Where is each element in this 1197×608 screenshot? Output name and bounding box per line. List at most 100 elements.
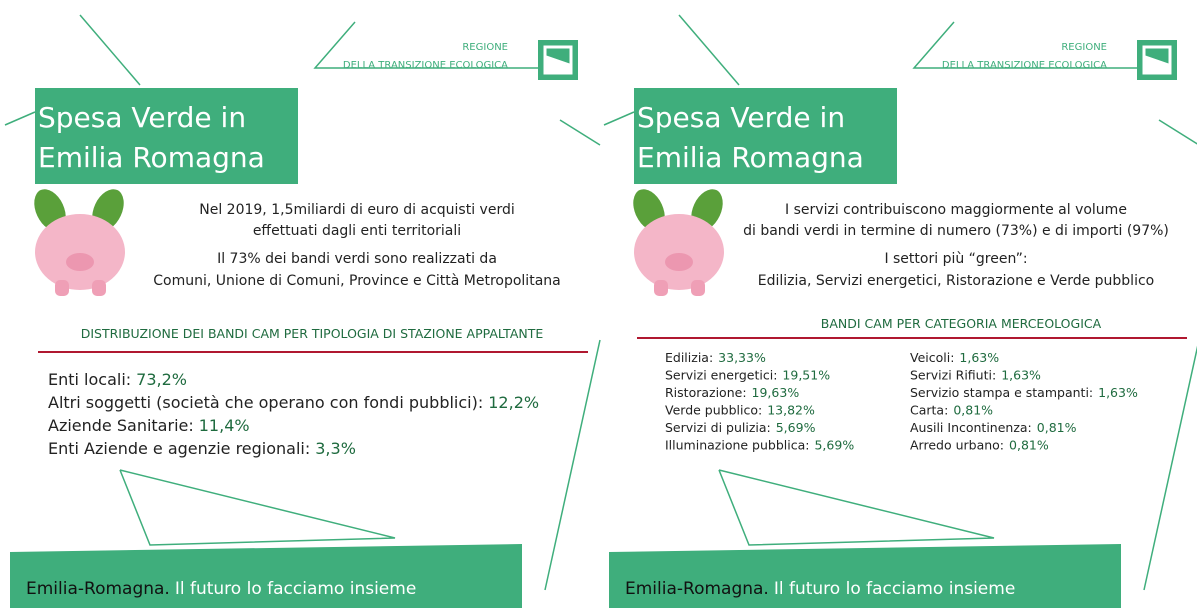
item: Ausili Incontinenza: 0,81%: [910, 420, 1077, 435]
deco-line: [1158, 119, 1197, 145]
item-value: 1,63%: [1001, 368, 1041, 383]
intro-text: Comuni, Unione di Comuni, Province e Cit…: [153, 273, 560, 289]
item-label: Edilizia:: [665, 350, 713, 365]
item: Veicoli: 1,63%: [910, 350, 999, 365]
item-value: 13,82%: [767, 403, 815, 418]
item-label: Ausili Incontinenza:: [910, 420, 1032, 435]
region-label: DELLA TRANSIZIONE ECOLOGICA: [343, 60, 508, 71]
region-label: REGIONE: [1061, 42, 1107, 53]
item: Illuminazione pubblica: 5,69%: [665, 438, 854, 453]
item-label: Illuminazione pubblica:: [665, 438, 809, 453]
item: Arredo urbano: 0,81%: [910, 438, 1049, 453]
item: Verde pubblico: 13,82%: [665, 403, 815, 418]
footer-brand: Emilia-Romagna.: [26, 579, 170, 599]
panel: REGIONE DELLA TRANSIZIONE ECOLOGICA Spesa …: [4, 14, 601, 608]
item-value: 73,2%: [136, 370, 187, 389]
item: Servizi energetici: 19,51%: [665, 368, 830, 383]
item: Ristorazione: 19,63%: [665, 385, 799, 400]
item-value: 19,51%: [782, 368, 830, 383]
item-value: 3,3%: [315, 439, 356, 458]
item: Servizi di pulizia: 5,69%: [665, 420, 816, 435]
pig-snout: [665, 253, 693, 271]
item-value: 5,69%: [776, 420, 816, 435]
pig-leg: [92, 280, 106, 296]
intro-text: Edilizia, Servizi energetici, Ristorazio…: [758, 273, 1154, 289]
footer-band: [609, 544, 1121, 608]
title-box: [35, 88, 298, 184]
item-value: 1,63%: [1098, 385, 1138, 400]
section-heading: DISTRIBUZIONE DEI BANDI CAM PER TIPOLOGI…: [81, 326, 544, 341]
item-label: Arredo urbano:: [910, 438, 1004, 453]
deco-line: [1143, 345, 1197, 591]
footer-slogan: Il futuro lo facciamo insieme: [175, 579, 416, 599]
item-label: Servizio stampa e stampanti:: [910, 385, 1093, 400]
intro-text: I servizi contribuiscono maggiormente al…: [785, 202, 1127, 218]
item: Edilizia: 33,33%: [665, 350, 766, 365]
item-value: 0,81%: [1037, 420, 1077, 435]
pig-body: [35, 214, 125, 290]
item-value: 33,33%: [718, 350, 766, 365]
item-label: Ristorazione:: [665, 385, 747, 400]
item-label: Enti Aziende e agenzie regionali:: [48, 439, 310, 458]
item: Carta: 0,81%: [910, 403, 993, 418]
item-label: Servizi di pulizia:: [665, 420, 771, 435]
pig-snout: [66, 253, 94, 271]
title: Spesa Verde in: [637, 101, 845, 134]
section-heading: BANDI CAM PER CATEGORIA MERCEOLOGICA: [821, 316, 1102, 331]
pig-leg: [691, 280, 705, 296]
item-value: 1,63%: [959, 350, 999, 365]
deco-line: [912, 21, 1139, 69]
title: Spesa Verde in: [38, 101, 246, 134]
panel: REGIONE DELLA TRANSIZIONE ECOLOGICA Spesa …: [603, 14, 1197, 608]
item: Enti Aziende e agenzie regionali: 3,3%: [48, 439, 356, 458]
item-label: Servizi Rifiuti:: [910, 368, 996, 383]
intro-text: effettuati dagli enti territoriali: [253, 223, 461, 239]
item-value: 11,4%: [199, 416, 250, 435]
intro-text: I settori più “green”:: [884, 251, 1027, 267]
deco-line: [559, 119, 601, 146]
item: Servizio stampa e stampanti: 1,63%: [910, 385, 1138, 400]
title: Emilia Romagna: [637, 141, 864, 174]
pig-body: [634, 214, 724, 290]
title-box: [634, 88, 897, 184]
deco-line: [544, 339, 601, 591]
pig-leg: [654, 280, 668, 296]
item: Altri soggetti (società che operano con …: [48, 393, 539, 412]
item-value: 0,81%: [953, 403, 993, 418]
footer-brand: Emilia-Romagna.: [625, 579, 769, 599]
footer: Emilia-Romagna. Il futuro lo facciamo ins…: [26, 579, 416, 599]
deco-line: [4, 111, 36, 126]
deco-line: [119, 469, 396, 546]
deco-line: [718, 469, 995, 546]
intro-text: Nel 2019, 1,5miliardi di euro di acquist…: [199, 202, 514, 218]
item-value: 5,69%: [814, 438, 854, 453]
item-label: Altri soggetti (società che operano con …: [48, 393, 483, 412]
item: Servizi Rifiuti: 1,63%: [910, 368, 1041, 383]
item-value: 12,2%: [488, 393, 539, 412]
logo-shape: [545, 55, 571, 73]
item-label: Verde pubblico:: [665, 403, 762, 418]
intro-text: di bandi verdi in termine di numero (73%…: [743, 223, 1169, 239]
deco-line: [678, 14, 740, 86]
deco-line: [603, 111, 635, 126]
item-label: Veicoli:: [910, 350, 954, 365]
footer: Emilia-Romagna. Il futuro lo facciamo ins…: [625, 579, 1015, 599]
footer-band: [10, 544, 522, 608]
item: Enti locali: 73,2%: [48, 370, 187, 389]
footer-slogan: Il futuro lo facciamo insieme: [774, 579, 1015, 599]
item-value: 0,81%: [1009, 438, 1049, 453]
region-label: DELLA TRANSIZIONE ECOLOGICA: [942, 60, 1107, 71]
pig-leg: [55, 280, 69, 296]
item-label: Servizi energetici:: [665, 368, 777, 383]
item-label: Enti locali:: [48, 370, 131, 389]
intro-text: Il 73% dei bandi verdi sono realizzati d…: [217, 251, 497, 267]
item-label: Carta:: [910, 403, 948, 418]
logo-shape: [1144, 55, 1170, 73]
item-value: 19,63%: [752, 385, 800, 400]
region-label: REGIONE: [462, 42, 508, 53]
item-label: Aziende Sanitarie:: [48, 416, 194, 435]
title: Emilia Romagna: [38, 141, 265, 174]
item: Aziende Sanitarie: 11,4%: [48, 416, 250, 435]
deco-line: [313, 21, 540, 69]
